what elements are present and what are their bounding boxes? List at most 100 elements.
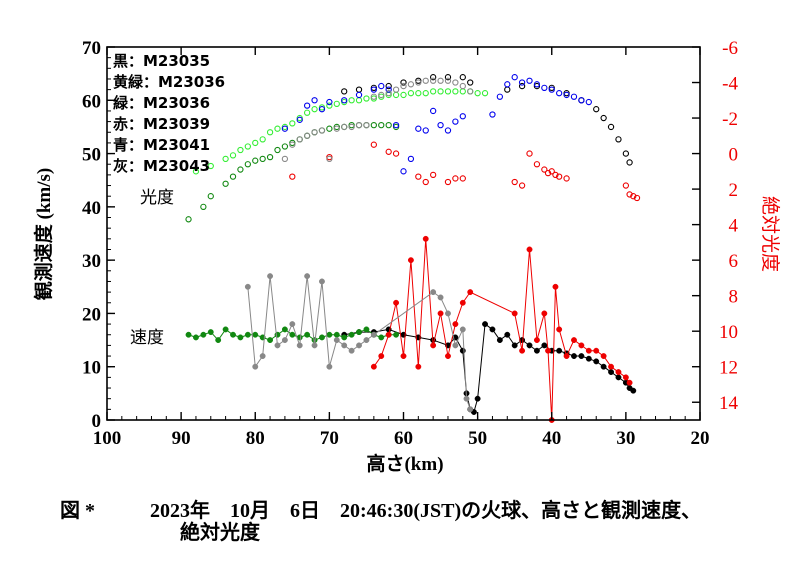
- series-7-velocity-point: [237, 334, 244, 341]
- series-8-velocity-point: [545, 347, 551, 354]
- y-left-tick-label: 60: [82, 91, 101, 112]
- series-5-brightness-point: [459, 82, 466, 90]
- series-2-brightness-point: [370, 122, 377, 129]
- series-1-brightness-point: [422, 90, 429, 97]
- series-1-brightness-point: [274, 125, 281, 132]
- series-7-velocity-point: [348, 331, 355, 338]
- series-3-brightness-point: [518, 182, 526, 189]
- series-4-brightness-point: [533, 81, 541, 88]
- series-8-velocity-point: [437, 310, 444, 317]
- series-9-velocity-point: [252, 363, 259, 370]
- y-right-tick-label: 14: [719, 393, 739, 414]
- series-8-velocity-point: [600, 353, 607, 360]
- series-7-velocity-point: [215, 337, 222, 344]
- series-4-brightness-point: [415, 125, 422, 132]
- series-2-brightness-point: [244, 161, 251, 168]
- series-1-brightness-point: [400, 91, 407, 99]
- series-5-brightness-point: [422, 77, 429, 84]
- y-right-tick-label: 4: [729, 216, 739, 237]
- series-9-velocity-point: [445, 310, 451, 317]
- series-8-velocity-point: [400, 353, 407, 360]
- series-5-brightness-point: [444, 77, 452, 84]
- series-1-brightness-point: [237, 146, 244, 154]
- series-7-velocity-point: [200, 331, 207, 338]
- series-8-velocity-line: [373, 238, 630, 421]
- series-9-velocity-point: [363, 337, 370, 344]
- series-4-brightness-point: [407, 155, 415, 163]
- y-left-tick-label: 10: [82, 358, 101, 379]
- figure-caption: 図 * 2023年 10月 6日 20:46:30(JST)の火球、高さと観測速度…: [60, 500, 780, 544]
- series-8-velocity-point: [467, 289, 474, 296]
- series-6-velocity-point: [459, 347, 466, 354]
- series-8-velocity-point: [519, 347, 526, 354]
- series-1-brightness-point: [252, 139, 259, 147]
- series-6-velocity-point: [556, 347, 563, 354]
- series-4-brightness-point: [541, 84, 548, 92]
- series-1-brightness-point: [222, 155, 229, 163]
- series-3-brightness-point: [444, 178, 452, 186]
- series-5-brightness-point: [311, 129, 318, 136]
- x-axis-label: 高さ(km): [366, 452, 443, 475]
- series-5-brightness-point: [437, 77, 444, 84]
- series-9-velocity-point: [267, 273, 274, 280]
- series-8-velocity-point: [459, 299, 466, 306]
- series-5-brightness-point: [333, 125, 340, 132]
- series-7-velocity-point: [333, 331, 340, 338]
- series-1-brightness-point: [348, 97, 355, 104]
- series-6-velocity-point: [526, 342, 533, 349]
- series-5-brightness-point: [452, 79, 459, 86]
- series-7-velocity-point: [304, 331, 311, 338]
- series-9-velocity-point: [311, 342, 318, 349]
- series-6-velocity-point: [608, 369, 614, 375]
- series-3-brightness-point: [633, 194, 641, 202]
- series-4-brightness-point: [444, 127, 452, 134]
- series-3-brightness-point: [541, 166, 548, 173]
- series-0-brightness-point: [504, 86, 511, 93]
- legend-entry: 灰：M23043: [113, 157, 210, 175]
- series-1-brightness-point: [459, 88, 466, 95]
- series-1-brightness-point: [333, 100, 340, 107]
- series-7-velocity-point: [289, 331, 296, 338]
- y-right-tick-label: -2: [722, 109, 738, 130]
- series-4-brightness-point: [459, 113, 466, 120]
- series-7-velocity-point: [267, 337, 274, 344]
- series-1-brightness-point: [311, 106, 318, 113]
- x-tick-label: 100: [93, 428, 122, 449]
- series-5-brightness-point: [415, 79, 422, 86]
- series-9-velocity-point: [341, 342, 348, 349]
- series-0-brightness-point: [467, 79, 474, 86]
- series-9-velocity-point: [326, 363, 333, 370]
- series-6-velocity-point: [630, 387, 637, 394]
- y-right-tick-label: -6: [722, 38, 738, 59]
- series-5-brightness-point: [289, 141, 296, 148]
- series-0-brightness-point: [626, 159, 633, 166]
- series-3-brightness-point: [526, 150, 533, 157]
- series-1-brightness-point: [363, 95, 370, 102]
- series-5-brightness-point: [400, 82, 407, 90]
- series-5-brightness-point: [370, 93, 377, 100]
- series-4-brightness-point: [563, 91, 570, 99]
- series-4-brightness-point: [437, 122, 444, 129]
- series-8-velocity-point: [622, 374, 629, 381]
- series-9-velocity-point: [459, 326, 466, 333]
- velocity-annotation: 速度: [130, 328, 164, 348]
- series-4-brightness-point: [585, 98, 592, 106]
- series-9-velocity-point: [430, 289, 437, 296]
- series-4-brightness-point: [281, 125, 289, 132]
- series-8-velocity-point: [571, 337, 577, 344]
- series-7-velocity-point: [319, 334, 325, 341]
- series-9-velocity-point: [467, 406, 474, 413]
- series-4-brightness-point: [296, 116, 303, 123]
- series-0-brightness-point: [429, 74, 437, 81]
- series-1-brightness-point: [444, 88, 452, 95]
- series-6-velocity-point: [489, 326, 496, 333]
- series-6-velocity-point: [571, 353, 577, 360]
- y-left-tick-label: 50: [82, 145, 101, 166]
- y-left-tick-label: 20: [82, 304, 101, 325]
- series-7-velocity-point: [281, 326, 288, 333]
- legend-entry: 黄緑：M23036: [113, 73, 225, 91]
- series-3-brightness-point: [429, 171, 437, 179]
- series-2-brightness-point: [281, 143, 289, 150]
- series-3-brightness-point: [563, 175, 570, 182]
- series-9-velocity-point: [333, 337, 340, 344]
